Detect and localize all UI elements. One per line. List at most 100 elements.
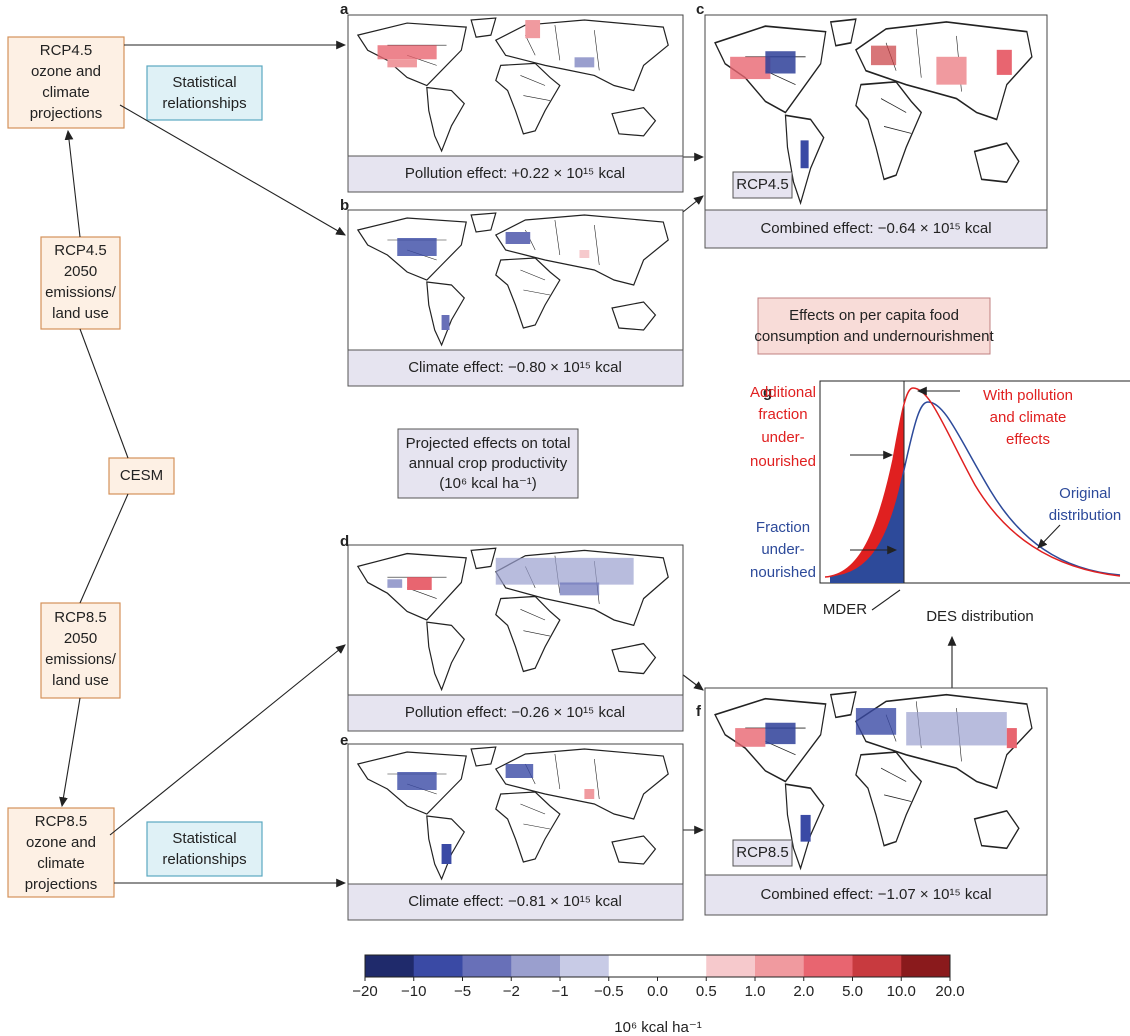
curve-label: Original [1059,485,1111,502]
colorbar-tick-label: −0.5 [594,983,624,1000]
colorbar-tick-label: −1 [551,983,568,1000]
colorbar-unit: 10⁶ kcal ha⁻¹ [614,1019,701,1036]
colorbar-tick-label: 5.0 [842,983,863,1000]
area-label: Fraction [756,519,810,536]
info-box: Projected effects on total annual crop p… [397,428,579,499]
colorbar-tick-label: −5 [454,983,471,1000]
colorbar-tick-label: 2.0 [793,983,814,1000]
colorbar: 10⁶ kcal ha⁻¹ −20 −10 −5 −2 −1 −0.5 0.0 0.5 1.0 2… [352,954,965,1036]
panel-caption: Combined effect: −0.64 × 10¹⁵ kcal [760,220,991,237]
colorbar-bin [901,955,951,977]
box-text: land use [52,305,109,322]
curve-label: and climate [990,409,1067,426]
colorbar-bin [365,955,415,977]
box-text: Effects on per capita food [789,307,959,324]
colorbar-bin [608,955,658,977]
curve-label: distribution [1049,507,1122,524]
box-text: RCP8.5 [35,813,88,830]
colorbar-tick-label: 20.0 [935,983,964,1000]
arrows [59,40,957,888]
scenario-box: RCP8.5 ozone and climate projections [7,807,115,898]
box-text: (10⁶ kcal ha⁻¹) [439,475,536,492]
scenario-box: RCP4.5 2050 emissions/ land use [40,236,121,330]
box-text: Statistical [172,830,236,847]
colorbar-tick-label: 0.5 [696,983,717,1000]
colorbar-bin [755,955,805,977]
box-text: RCP8.5 [54,609,107,626]
box-text: relationships [162,851,246,868]
panel-letter: d [340,533,349,550]
box-text: RCP4.5 [40,42,93,59]
area-label: fraction [758,406,807,423]
panel-caption: Combined effect: −1.07 × 10¹⁵ kcal [760,886,991,903]
panel-letter: f [696,703,702,720]
panel-caption: Climate effect: −0.80 × 10¹⁵ kcal [408,359,622,376]
colorbar-bin [560,955,610,977]
box-text: ozone and [26,834,96,851]
distribution-panel: g With pollution and climate effects Add… [750,380,1130,625]
area-label: under- [761,429,804,446]
panel-caption: Pollution effect: +0.22 × 10¹⁵ kcal [405,165,625,182]
curve-label: With pollution [983,387,1073,404]
box-text: Projected effects on total [406,435,571,452]
colorbar-bin [657,955,707,977]
box-text: climate [42,84,90,101]
panel-caption: Pollution effect: −0.26 × 10¹⁵ kcal [405,704,625,721]
panel-letter: b [340,197,349,214]
map-panel: c RCP4.5 Combined effect: −0.64 × 10¹⁵ k… [696,1,1048,249]
model-box: CESM [108,457,175,495]
area-label: nourished [750,564,816,581]
box-text: 2050 [64,630,97,647]
box-text: relationships [162,95,246,112]
box-text: emissions/ [45,284,117,301]
area-label: Additional [750,384,816,401]
colorbar-tick-label: 10.0 [887,983,916,1000]
box-text: 2050 [64,263,97,280]
map-panel: a Pollution effect: +0.22 × 10¹⁵ kcal [340,1,684,193]
box-text: emissions/ [45,651,117,668]
panel-letter: e [340,732,348,749]
map-panel: d Pollution effect: −0.26 × 10¹⁵ kcal [340,533,684,732]
map-panel: f RCP8.5 Combined effect: −1.07 × 10¹⁵ k… [696,687,1048,916]
box-text: RCP4.5 [54,242,107,259]
scenario-label: RCP8.5 [736,844,789,861]
colorbar-bin [511,955,561,977]
box-text: consumption and undernourishment [754,328,994,345]
colorbar-tick-label: 0.0 [647,983,668,1000]
colorbar-tick-label: −10 [401,983,426,1000]
box-text: projections [30,105,103,122]
box-text: CESM [120,467,163,484]
box-text: climate [37,855,85,872]
panel-letter: g [763,384,772,401]
map-panel: e Climate effect: −0.81 × 10¹⁵ kcal [340,732,684,921]
area-label: nourished [750,453,816,470]
scenario-label: RCP4.5 [736,176,789,193]
colorbar-tick-label: 1.0 [745,983,766,1000]
box-text: annual crop productivity [409,455,568,472]
colorbar-tick-label: −2 [503,983,520,1000]
box-text: land use [52,672,109,689]
curve-label: effects [1006,431,1050,448]
colorbar-bin [706,955,756,977]
colorbar-bin [803,955,853,977]
scenario-box: RCP4.5 ozone and climate projections [7,36,125,129]
panel-caption: Climate effect: −0.81 × 10¹⁵ kcal [408,893,622,910]
map-panel: b Climate effect: −0.80 × 10¹⁵ kcal [340,197,684,387]
method-box: Statistical relationships [146,65,263,121]
axis-label: DES distribution [926,608,1034,625]
axis-label: MDER [823,601,867,618]
colorbar-bin [413,955,463,977]
scenario-box: RCP8.5 2050 emissions/ land use [40,602,121,699]
method-box: Statistical relationships [146,821,263,877]
colorbar-tick-label: −20 [352,983,377,1000]
panel-letter: a [340,1,349,18]
colorbar-bin [852,955,902,977]
box-text: ozone and [31,63,101,80]
panel-letter: c [696,1,704,18]
box-text: Statistical [172,74,236,91]
area-label: under- [761,541,804,558]
info-box: Effects on per capita food consumption a… [754,297,994,355]
box-text: projections [25,876,98,893]
colorbar-bin [462,955,512,977]
